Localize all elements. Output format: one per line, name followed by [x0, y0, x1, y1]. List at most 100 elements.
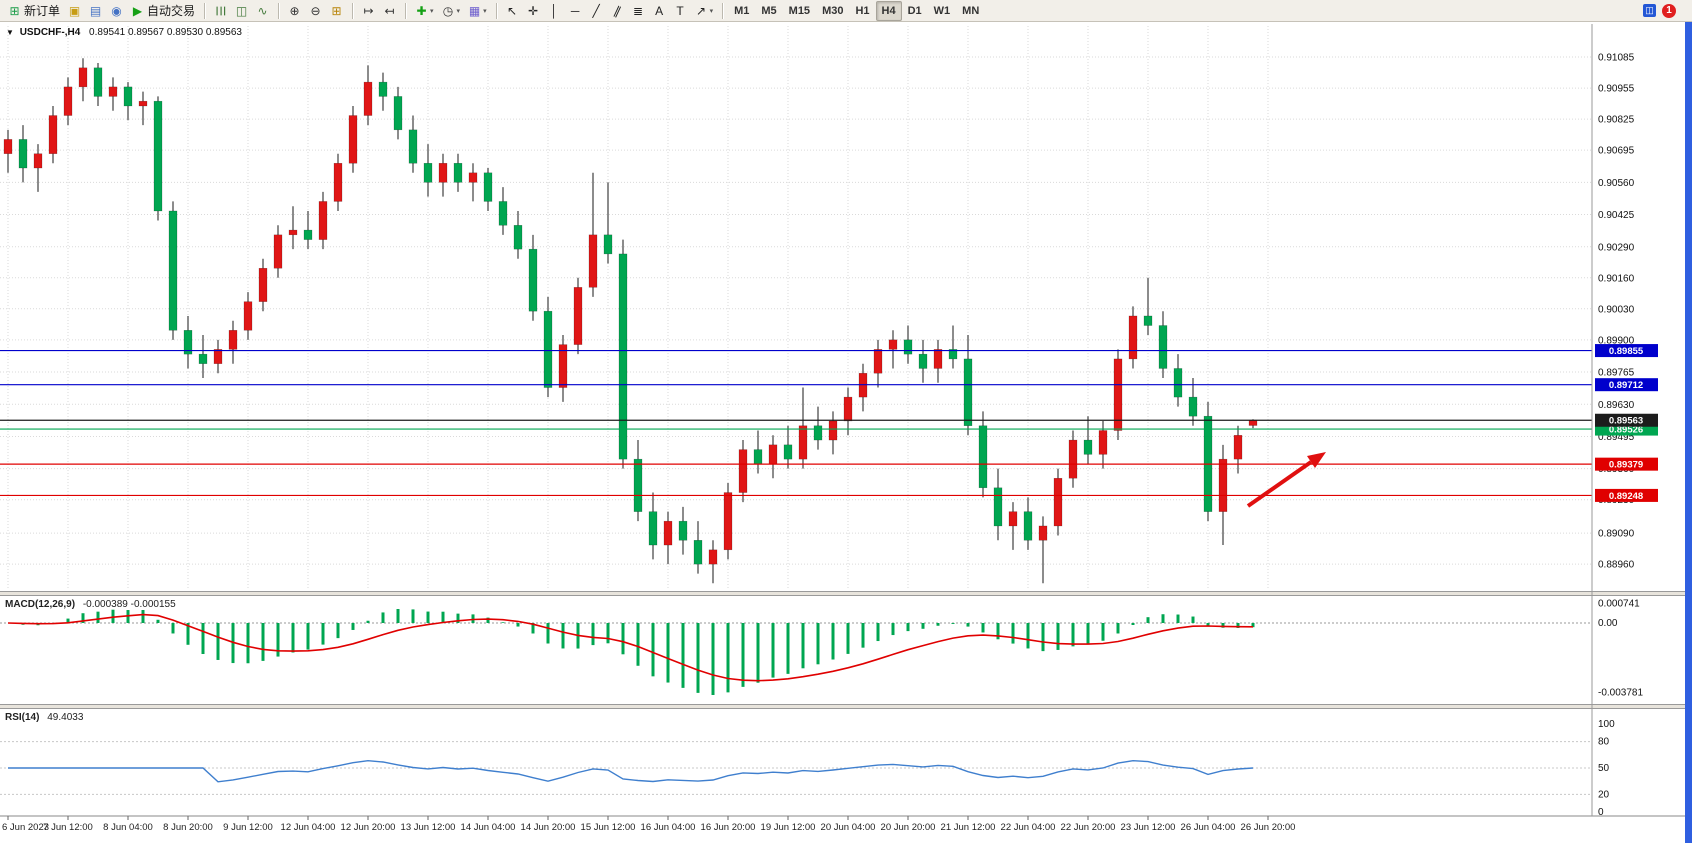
candle: [1068, 439, 1078, 479]
candle: [1248, 419, 1258, 426]
indicators-button[interactable]: ✚ ▾: [411, 1, 438, 21]
community-icon[interactable]: ◫: [1643, 4, 1656, 17]
candle: [723, 492, 733, 551]
charts-button[interactable]: ▣: [64, 1, 85, 21]
rsi-line: [8, 759, 1254, 783]
zoom-out-icon: ⊖: [310, 3, 321, 18]
dropdown-caret-icon: ▾: [483, 7, 487, 15]
zoom-in-button[interactable]: ⊕: [284, 1, 305, 21]
auto-trading-play-icon: ▶: [132, 3, 143, 18]
timeframe-m1-button[interactable]: M1: [734, 4, 750, 17]
refresh-icon: ◉: [111, 3, 122, 18]
candle: [993, 487, 1003, 527]
fibonacci-button[interactable]: ≣: [628, 1, 649, 21]
periods-button[interactable]: ◷ ▾: [438, 1, 465, 21]
price-badge-0.89379: 0.89379: [1595, 457, 1658, 471]
line-chart-button[interactable]: ∿: [252, 1, 273, 21]
bar-chart-button[interactable]: ☰: [210, 1, 231, 21]
auto-trading-button-label: 自动交易: [147, 4, 196, 18]
candle: [438, 162, 448, 183]
horizontal-line-button[interactable]: ─: [565, 1, 586, 21]
vertical-line-button[interactable]: │: [544, 1, 565, 21]
templates-button[interactable]: ▦ ▾: [464, 1, 491, 21]
data-window-button[interactable]: ◉: [106, 1, 127, 21]
candle: [813, 425, 823, 441]
time-axis-label: 8 Jun 04:00: [103, 822, 153, 833]
notification-count-badge[interactable]: 1: [1662, 3, 1676, 18]
window-scrollbar[interactable]: [1685, 0, 1692, 843]
timeframe-h4-button[interactable]: H4: [875, 0, 902, 21]
dropdown-caret-icon: ▾: [709, 7, 714, 15]
time-axis-label: 7 Jun 12:00: [43, 822, 93, 833]
new-order-button[interactable]: ⊞ 新订单: [4, 1, 64, 21]
timeframe-m5-button[interactable]: M5: [761, 4, 777, 17]
candle: [123, 86, 133, 107]
time-axis-label: 8 Jun 20:00: [163, 822, 213, 833]
crosshair-button[interactable]: ✛: [523, 1, 544, 21]
candle: [93, 67, 103, 97]
label-button[interactable]: T: [670, 1, 691, 21]
macd-indicator-label: MACD(12,26,9) -0.000389 -0.000155: [5, 599, 176, 610]
candles: [3, 58, 1258, 584]
arrows-button[interactable]: ↗ ▾: [691, 1, 718, 21]
rsi-axis-label: 0: [1598, 807, 1604, 818]
price-axis-label: 0.90560: [1598, 178, 1635, 189]
candle: [873, 349, 883, 374]
panel-separator[interactable]: [0, 704, 1692, 709]
candle: [1083, 439, 1093, 455]
auto-scroll-button[interactable]: ↦: [358, 1, 379, 21]
time-axis-label: 15 Jun 12:00: [581, 822, 636, 833]
candlestick-button[interactable]: ◫: [231, 1, 252, 21]
auto-scroll-icon: ↦: [363, 3, 374, 18]
price-badge-0.89712: 0.89712: [1595, 378, 1658, 392]
indicators-plus-icon: ✚: [416, 3, 427, 18]
price-axis-label: 0.90955: [1598, 84, 1635, 95]
timeframe-m15-button[interactable]: M15: [788, 4, 811, 17]
candle: [573, 287, 583, 345]
candle: [63, 86, 73, 116]
candlestick-icon: ◫: [235, 3, 248, 18]
chart-shift-button[interactable]: ↤: [379, 1, 400, 21]
timeframe-w1-button[interactable]: W1: [933, 4, 951, 17]
candle: [1053, 477, 1063, 527]
timeframe-toolbar: M1 M5 M15 M30 H1 H4 D1 W1 MN: [728, 0, 985, 21]
timeframe-m30-button[interactable]: M30: [822, 4, 844, 17]
rsi-axis-label: 100: [1598, 719, 1615, 730]
dropdown-caret-icon: ▾: [430, 7, 434, 15]
channel-button[interactable]: ∥: [607, 1, 628, 21]
trend-arrow-annotation[interactable]: [1246, 452, 1326, 508]
candle: [963, 358, 973, 426]
new-order-icon: ⊞: [9, 3, 20, 18]
candle: [378, 81, 388, 97]
price-axis-label: 0.90030: [1598, 304, 1635, 315]
candle: [138, 100, 148, 107]
ohlc-values: 0.89541 0.89567 0.89530 0.89563: [89, 27, 242, 38]
candle: [468, 172, 478, 183]
trendline-button[interactable]: ╱: [586, 1, 607, 21]
profiles-button[interactable]: ▤: [85, 1, 106, 21]
one-click-trading-toggle-icon[interactable]: ▼: [6, 28, 14, 37]
candle: [108, 86, 118, 97]
timeframe-d1-button[interactable]: D1: [907, 4, 922, 17]
candle: [933, 349, 943, 369]
auto-trading-button[interactable]: ▶ 自动交易: [127, 1, 199, 21]
price-axis-label: 0.89090: [1598, 529, 1635, 540]
time-axis-label: 22 Jun 04:00: [1001, 822, 1056, 833]
panel-separator[interactable]: [0, 591, 1692, 596]
text-button[interactable]: A: [649, 1, 670, 21]
timeframe-h1-button[interactable]: H1: [855, 4, 870, 17]
tile-windows-button[interactable]: ⊞: [326, 1, 347, 21]
toolbar-right: ◫ 1: [1643, 3, 1688, 18]
time-axis-label: 14 Jun 04:00: [461, 822, 516, 833]
toolbar-separator: [204, 2, 206, 19]
cursor-button[interactable]: ↖: [502, 1, 523, 21]
price-axis-label: 0.91085: [1598, 53, 1635, 64]
zoom-out-button[interactable]: ⊖: [305, 1, 326, 21]
line-chart-icon: ∿: [257, 3, 268, 18]
timeframe-mn-button[interactable]: MN: [962, 4, 980, 17]
candle: [1128, 315, 1138, 360]
candle: [663, 520, 673, 546]
dropdown-caret-icon: ▾: [456, 7, 461, 15]
candle: [828, 420, 838, 441]
